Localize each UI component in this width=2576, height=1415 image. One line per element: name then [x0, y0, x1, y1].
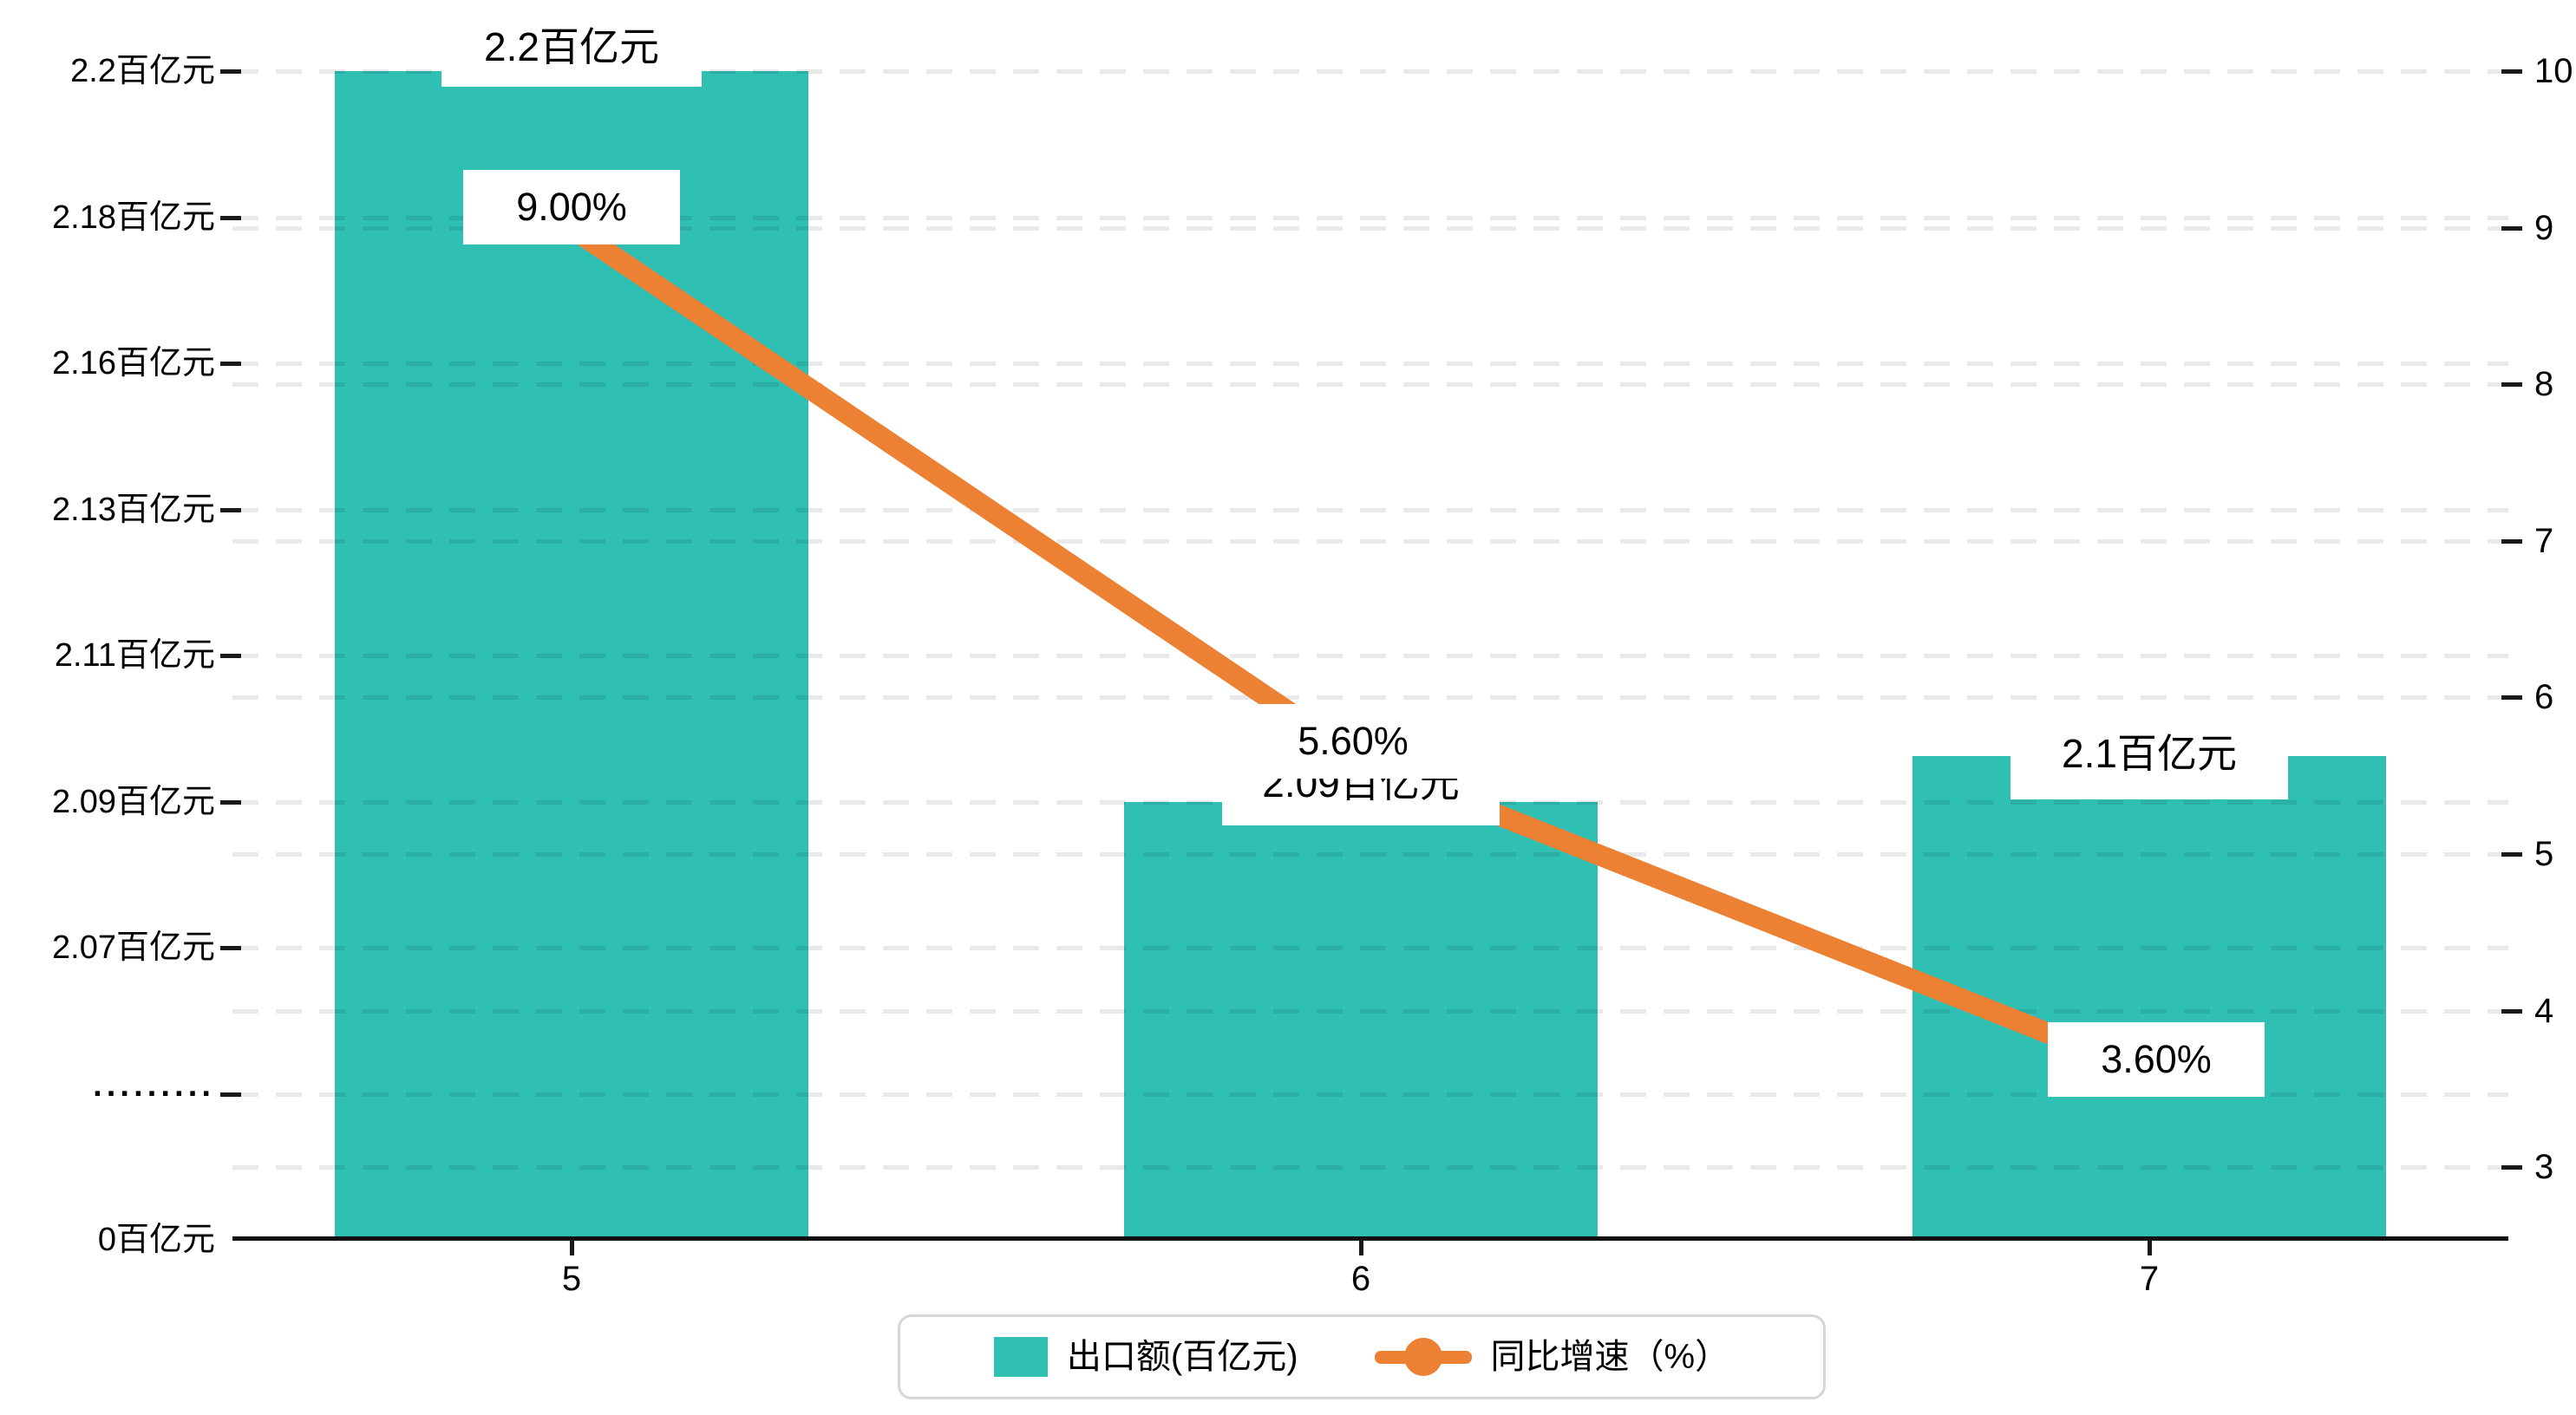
line-value-label: 5.60%: [1245, 704, 1461, 779]
gridline: [232, 1092, 2508, 1097]
left-axis-break-label: ·········: [93, 1076, 215, 1112]
right-axis-label: 4: [2534, 992, 2554, 1030]
left-axis-label: 2.11百亿元: [54, 637, 215, 674]
right-axis-tick: [2501, 382, 2522, 387]
line-value-label: 9.00%: [463, 170, 680, 245]
line-series-marker-icon: [1374, 1337, 1472, 1377]
left-axis-label: 2.07百亿元: [52, 929, 215, 966]
bar-month-7: [1912, 756, 2386, 1240]
left-axis-label: 2.16百亿元: [52, 345, 215, 381]
right-axis-tick: [2501, 69, 2522, 74]
x-axis-tick: [2148, 1240, 2152, 1255]
right-axis-tick: [2501, 1165, 2522, 1170]
right-axis-label: 5: [2534, 835, 2554, 873]
gridline: [232, 1165, 2508, 1170]
gridline: [232, 216, 2508, 220]
legend-item-growth[interactable]: 同比增速（%）: [1374, 1337, 1730, 1377]
left-axis-tick: [220, 69, 241, 74]
left-axis-label: 0百亿元: [97, 1222, 215, 1258]
gridline: [232, 654, 2508, 658]
gridline: [232, 508, 2508, 512]
x-axis-label: 6: [1350, 1260, 1371, 1298]
left-axis-tick: [220, 216, 241, 220]
gridline: [232, 695, 2508, 700]
left-axis-tick: [220, 654, 241, 658]
x-axis-tick: [1359, 1240, 1363, 1255]
gridline: [232, 852, 2508, 857]
x-axis-tick: [570, 1240, 574, 1255]
left-axis-tick: [220, 800, 241, 805]
right-axis-tick: [2501, 852, 2522, 857]
left-axis-label: 2.09百亿元: [52, 784, 215, 820]
legend-label: 出口额(百亿元): [1066, 1338, 1298, 1376]
bar-value-label: 2.2百亿元: [441, 2, 702, 87]
right-axis-tick: [2501, 695, 2522, 700]
left-axis-label: 2.2百亿元: [70, 53, 215, 89]
gridline: [232, 382, 2508, 387]
x-axis-line: [232, 1236, 2508, 1241]
gridline: [232, 946, 2508, 950]
line-value-label: 3.60%: [2048, 1022, 2265, 1097]
left-axis-tick: [220, 362, 241, 366]
legend-item-export[interactable]: 出口额(百亿元): [993, 1337, 1298, 1377]
bar-value-label: 2.1百亿元: [2010, 702, 2288, 799]
right-axis-label: 9: [2534, 209, 2554, 247]
x-axis-label: 5: [561, 1260, 582, 1298]
gridline: [232, 539, 2508, 544]
bar-series-swatch-icon: [993, 1337, 1048, 1377]
x-axis-label: 7: [2139, 1260, 2160, 1298]
gridline: [232, 1009, 2508, 1014]
left-axis-label: 2.13百亿元: [52, 492, 215, 528]
right-axis-tick: [2501, 226, 2522, 231]
left-axis-tick: [220, 946, 241, 950]
legend: 出口额(百亿元) 同比增速（%）: [898, 1314, 1826, 1399]
legend-label: 同比增速（%）: [1490, 1338, 1730, 1376]
left-axis-tick: [220, 508, 241, 512]
right-axis-tick: [2501, 539, 2522, 544]
right-axis-label: 6: [2534, 678, 2554, 716]
gridline: [232, 362, 2508, 366]
bar-month-5: [335, 71, 808, 1240]
gridline: [232, 226, 2508, 231]
right-axis-label: 3: [2534, 1148, 2554, 1186]
left-axis-label: 2.18百亿元: [52, 199, 215, 236]
left-axis-tick: [220, 1092, 241, 1097]
right-axis-tick: [2501, 1009, 2522, 1014]
right-axis-label: 7: [2534, 522, 2554, 560]
bar-month-6: [1124, 802, 1598, 1240]
right-axis-label: 8: [2534, 365, 2554, 403]
gridline: [232, 69, 2508, 74]
right-axis-label: 10: [2534, 52, 2573, 90]
